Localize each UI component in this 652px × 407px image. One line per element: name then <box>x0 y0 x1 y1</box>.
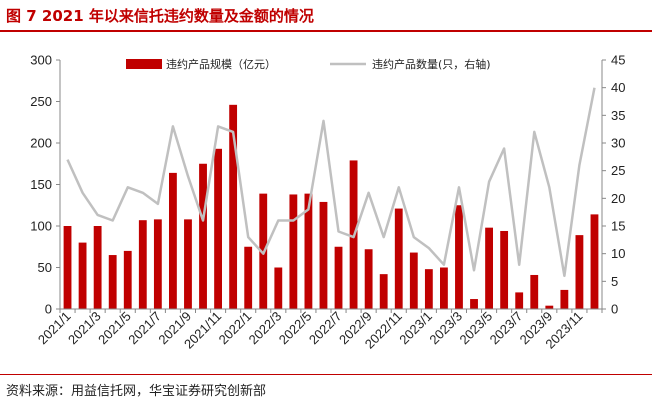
x-tick-label: 2022/7 <box>306 309 345 348</box>
bar-2021/9 <box>184 219 192 309</box>
bar-2021/3 <box>93 226 102 309</box>
x-tick-label: 2021/5 <box>95 309 134 348</box>
bar-2023/4 <box>470 299 478 309</box>
x-tick-label: 2023/1 <box>396 309 435 348</box>
bar-series <box>63 104 599 309</box>
legend-line-label: 违约产品数量(只，右轴) <box>372 57 491 71</box>
bar-2023/11 <box>575 235 584 309</box>
left-tick-label: 100 <box>30 219 52 234</box>
left-tick-label: 0 <box>45 302 52 317</box>
bar-2023/10 <box>560 289 569 309</box>
bar-2023/9 <box>545 305 554 309</box>
bar-2022/6 <box>319 201 328 309</box>
x-tick-label: 2021/1 <box>35 309 74 348</box>
bar-2021/7 <box>153 219 162 309</box>
right-tick-label: 30 <box>611 136 625 151</box>
legend-bar-label: 违约产品规模（亿元） <box>166 57 276 71</box>
right-tick-label: 15 <box>611 219 625 234</box>
right-tick-label: 40 <box>611 80 625 95</box>
x-tick-label: 2022/1 <box>216 309 255 348</box>
right-tick-label: 10 <box>611 246 625 261</box>
bar-2021/4 <box>108 255 117 309</box>
x-tick-label: 2023/7 <box>487 309 526 348</box>
count-line <box>66 87 596 278</box>
source-divider <box>0 374 652 375</box>
bar-2022/1 <box>244 246 253 309</box>
right-tick-label: 0 <box>611 302 618 317</box>
left-tick-label: 300 <box>30 53 52 68</box>
x-tick-label: 2022/3 <box>246 309 285 348</box>
bar-2022/4 <box>289 194 298 309</box>
right-tick-label: 35 <box>611 108 625 123</box>
bar-2022/5 <box>304 193 313 309</box>
bar-2021/5 <box>123 250 132 309</box>
x-tick-label: 2021/7 <box>125 309 164 348</box>
right-tick-label: 20 <box>611 191 625 206</box>
source-note: 资料来源：用益信托网，华宝证券研究创新部 <box>6 384 267 399</box>
bar-2021/1 <box>63 226 72 309</box>
bar-2022/9 <box>364 249 373 309</box>
x-tick-label: 2022/5 <box>276 309 315 348</box>
bar-2021/6 <box>138 220 147 309</box>
left-tick-label: 200 <box>30 136 52 151</box>
left-tick-label: 250 <box>30 94 52 109</box>
legend: 违约产品规模（亿元） 违约产品数量(只，右轴) <box>126 57 491 71</box>
line-series <box>66 87 596 278</box>
right-tick-label: 25 <box>611 163 625 178</box>
bar-2023/8 <box>530 274 539 309</box>
bar-2023/3 <box>455 205 463 309</box>
bar-2021/12 <box>229 104 238 309</box>
bar-2022/7 <box>334 246 343 309</box>
legend-bar-swatch <box>126 59 162 69</box>
left-tick-label: 50 <box>38 260 52 275</box>
bar-2023/7 <box>515 292 524 309</box>
title-bar: 图 7 2021 年以来信托违约数量及金额的情况 <box>0 0 652 32</box>
x-tick-label: 2021/3 <box>65 309 104 348</box>
bar-2022/12 <box>409 252 418 309</box>
bar-2021/2 <box>78 242 87 309</box>
right-tick-label: 5 <box>611 274 618 289</box>
chart: 0 50 100 150 200 250 300 0 5 10 15 20 25 30 35 40 45 2021… <box>30 53 625 352</box>
figure-title: 图 7 2021 年以来信托违约数量及金额的情况 <box>6 7 314 25</box>
bar-2023/6 <box>500 230 509 309</box>
bar-2023/12 <box>590 214 599 309</box>
left-tick-label: 150 <box>30 177 52 192</box>
bar-2023/1 <box>424 269 433 309</box>
x-tick-label: 2023/5 <box>456 309 495 348</box>
bar-2023/2 <box>440 267 448 309</box>
bar-2023/5 <box>485 227 493 309</box>
bar-2022/10 <box>379 274 388 309</box>
bar-2021/11 <box>214 148 222 309</box>
bar-2022/3 <box>274 267 283 309</box>
bar-2021/10 <box>199 163 207 309</box>
bar-2022/11 <box>394 208 403 309</box>
x-tick-label: 2023/3 <box>426 309 465 348</box>
bar-2021/8 <box>169 172 177 309</box>
right-tick-label: 45 <box>611 53 625 68</box>
title-divider <box>0 30 652 32</box>
